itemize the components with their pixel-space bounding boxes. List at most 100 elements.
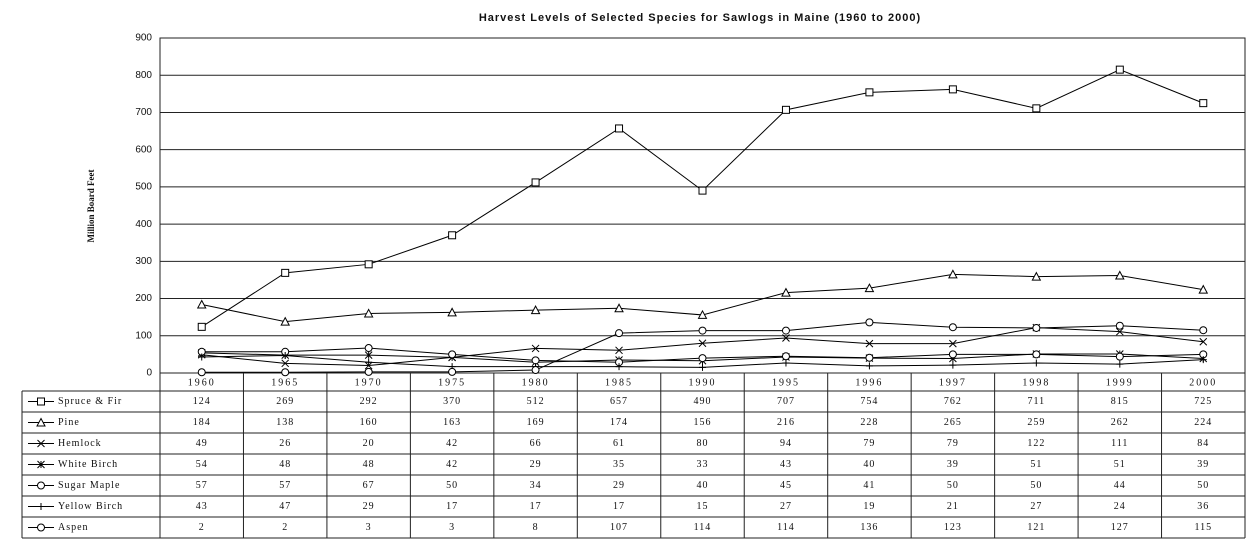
point-marker: [781, 352, 790, 361]
legend-label: White Birch: [58, 459, 118, 470]
table-cell: 67: [363, 480, 375, 491]
point-marker: [1116, 360, 1124, 368]
point-marker: [1199, 99, 1208, 108]
point-marker: [782, 334, 790, 342]
point-marker: [781, 287, 791, 297]
table-cell: 754: [860, 396, 878, 407]
y-tick-label: 800: [135, 70, 152, 81]
table-cell: 124: [193, 396, 211, 407]
x-tick-label: 1998: [1022, 377, 1050, 388]
point-marker: [1199, 337, 1208, 346]
table-cell: 42: [446, 459, 458, 470]
x-tick-label: 1985: [605, 377, 633, 388]
table-cell: 47: [279, 501, 291, 512]
table-cell: 184: [193, 417, 211, 428]
point-marker: [281, 352, 289, 360]
point-marker: [281, 268, 290, 277]
table-cell: 50: [947, 480, 959, 491]
table-cell: 3: [449, 522, 455, 533]
point-marker: [615, 363, 623, 371]
table-cell: 123: [944, 522, 962, 533]
point-marker: [365, 358, 373, 366]
point-marker: [197, 368, 206, 377]
table-cell: 259: [1027, 417, 1045, 428]
point-marker: [615, 346, 623, 355]
table-cell: 156: [694, 417, 712, 428]
y-tick-label: 900: [135, 33, 152, 44]
y-tick-label: 100: [135, 330, 152, 341]
point-marker: [363, 308, 374, 318]
table-cell: 48: [363, 459, 375, 470]
point-marker: [1032, 104, 1041, 113]
x-tick-label: 1975: [438, 377, 466, 388]
point-marker: [948, 350, 957, 359]
table-cell: 24: [1114, 501, 1126, 512]
table-cell: 138: [276, 417, 294, 428]
legend-label: Pine: [58, 417, 80, 428]
point-marker: [1199, 326, 1208, 335]
table-cell: 17: [530, 501, 542, 512]
table-cell: 292: [360, 396, 378, 407]
table-cell: 2: [282, 522, 288, 533]
table-cell: 79: [947, 438, 959, 449]
point-marker: [948, 85, 957, 94]
table-cell: 79: [863, 438, 875, 449]
table-cell: 39: [1197, 459, 1209, 470]
point-marker: [1115, 327, 1124, 336]
point-marker: [865, 318, 874, 327]
chart-title: Harvest Levels of Selected Species for S…: [479, 12, 921, 24]
point-marker: [948, 323, 957, 332]
point-marker: [448, 231, 457, 240]
point-marker: [699, 363, 706, 371]
table-cell: 8: [533, 522, 539, 533]
point-marker: [448, 367, 457, 376]
table-cell: 51: [1114, 459, 1126, 470]
table-cell: 121: [1027, 522, 1045, 533]
legend-label: Yellow Birch: [58, 501, 123, 512]
legend-marker: [37, 439, 45, 448]
table-cell: 174: [610, 417, 628, 428]
table-cell: 228: [860, 417, 878, 428]
point-marker: [531, 178, 540, 187]
y-tick-label: 0: [146, 368, 152, 379]
table-cell: 41: [863, 480, 875, 491]
y-tick-label: 600: [135, 144, 152, 155]
y-axis-label: Million Board Feet: [86, 170, 96, 243]
table-cell: 114: [777, 522, 795, 533]
legend-label: Hemlock: [58, 438, 102, 449]
table-cell: 657: [610, 396, 628, 407]
point-marker: [1114, 270, 1125, 280]
table-cell: 707: [777, 396, 795, 407]
point-marker: [781, 105, 790, 114]
point-marker: [364, 367, 373, 376]
table-cell: 27: [1030, 501, 1042, 512]
point-marker: [697, 309, 708, 319]
table-cell: 40: [697, 480, 709, 491]
table-cell: 725: [1194, 396, 1212, 407]
point-marker: [1198, 284, 1209, 294]
y-tick-label: 400: [135, 219, 152, 230]
x-tick-label: 1970: [355, 377, 383, 388]
point-marker: [614, 303, 624, 313]
table-cell: 163: [443, 417, 461, 428]
table-cell: 115: [1194, 522, 1212, 533]
point-marker: [531, 344, 540, 353]
point-marker: [1115, 65, 1124, 74]
table-cell: 50: [1030, 480, 1042, 491]
point-marker: [448, 350, 457, 359]
table-cell: 54: [196, 459, 208, 470]
legend-marker: [37, 523, 45, 532]
point-marker: [531, 366, 540, 375]
table-cell: 127: [1111, 522, 1129, 533]
legend-marker: [37, 397, 45, 406]
legend-label: Aspen: [58, 522, 89, 533]
table-cell: 262: [1111, 417, 1129, 428]
plot-border: [159, 37, 1246, 374]
point-marker: [698, 339, 707, 348]
x-tick-label: 1965: [271, 377, 299, 388]
point-marker: [198, 353, 206, 361]
point-marker: [447, 307, 457, 317]
legend-label: Sugar Maple: [58, 480, 120, 491]
table-cell: 19: [863, 501, 875, 512]
point-marker: [865, 353, 874, 362]
